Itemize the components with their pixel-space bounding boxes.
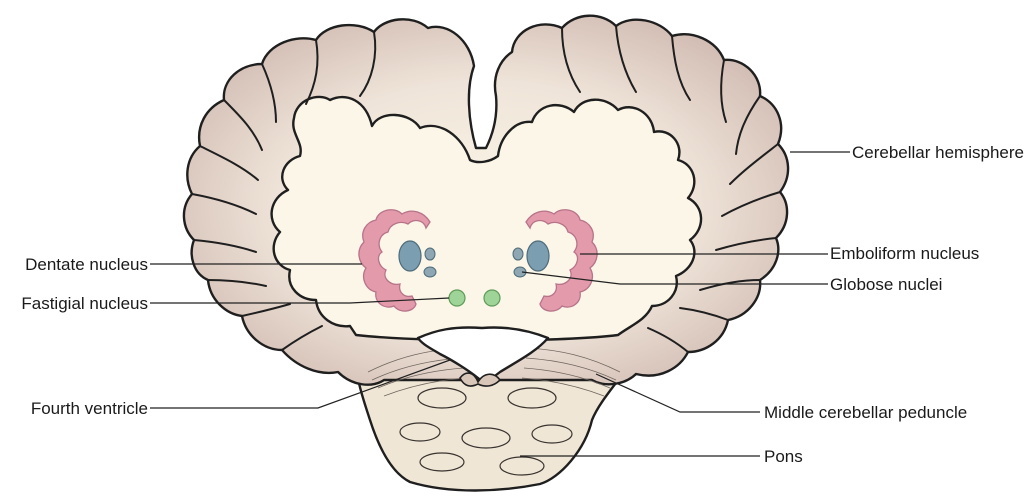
fastigial-nucleus-right — [483, 289, 501, 307]
fastigial-nucleus-left — [448, 289, 466, 307]
label-pons: Pons — [764, 447, 803, 466]
folia-grooves — [191, 25, 781, 353]
pontine-nuclei — [399, 387, 573, 476]
ventricle-notch — [459, 372, 502, 387]
label-cerebellar-hemisphere: Cerebellar hemisphere — [852, 143, 1024, 162]
dentate-nucleus-right — [525, 209, 598, 312]
label-middle-cerebellar-peduncle: Middle cerebellar peduncle — [764, 403, 967, 422]
label-emboliform-nucleus: Emboliform nucleus — [830, 244, 979, 263]
emboliform-nucleus-left — [398, 240, 422, 272]
label-fastigial-nucleus: Fastigial nucleus — [21, 294, 148, 313]
fourth-ventricle-shape — [416, 326, 550, 383]
label-globose-nuclei: Globose nuclei — [830, 275, 942, 294]
dentate-nucleus-left — [358, 209, 431, 312]
globose-nuclei-group — [423, 247, 527, 278]
emboliform-nucleus-right — [526, 240, 550, 272]
peduncle-fibers — [367, 347, 621, 397]
label-fourth-ventricle: Fourth ventricle — [31, 399, 148, 418]
label-dentate-nucleus: Dentate nucleus — [25, 255, 148, 274]
leader-lines — [150, 151, 850, 457]
